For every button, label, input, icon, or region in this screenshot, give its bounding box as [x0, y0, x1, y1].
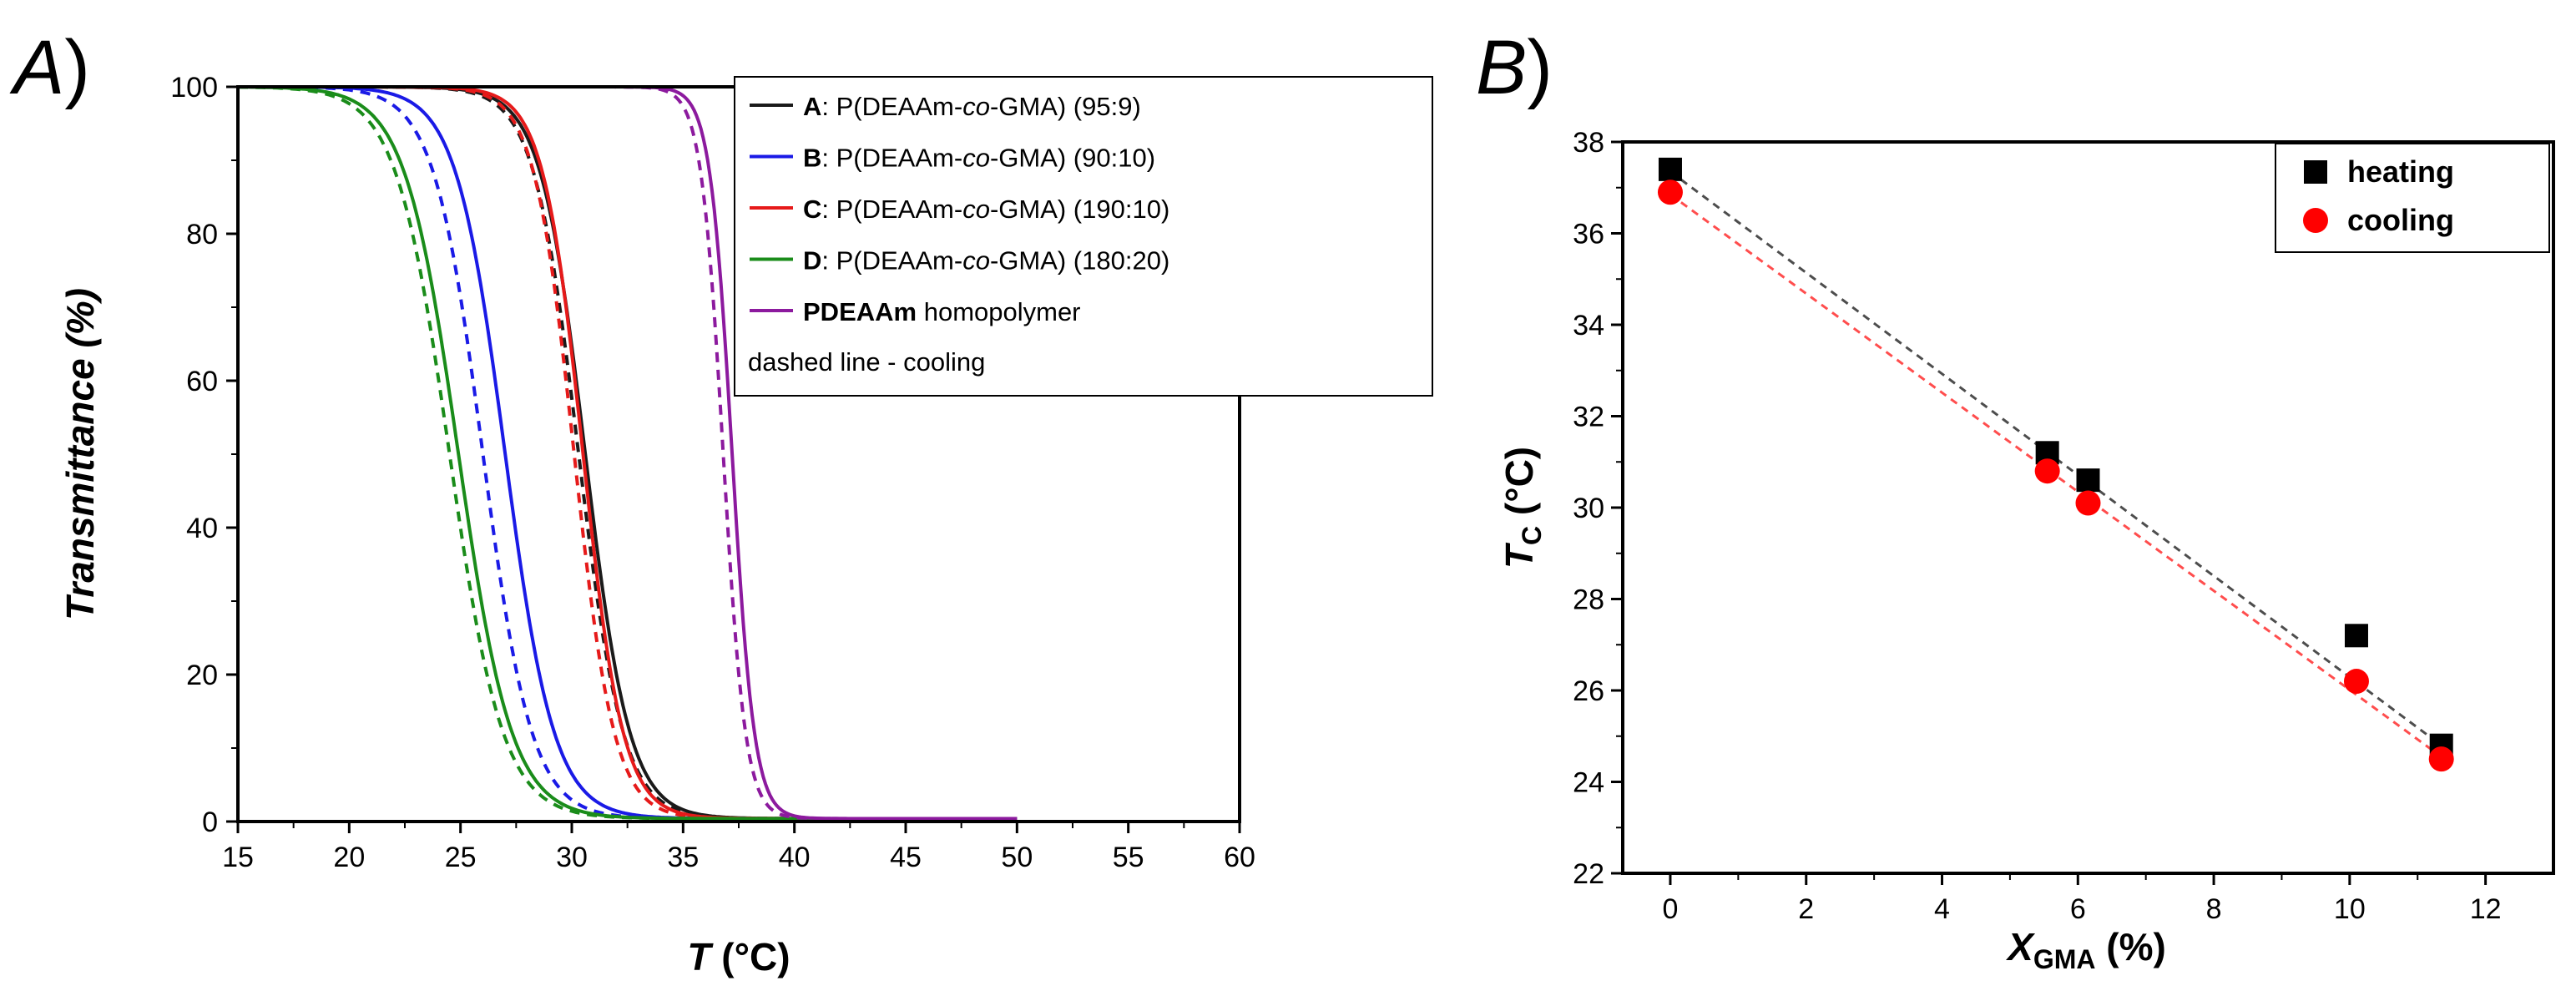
- y-tick-label: 100: [170, 72, 218, 104]
- y-tick-label: 32: [1573, 402, 1604, 433]
- y-tick-label: 28: [1573, 584, 1604, 616]
- panel-a-legend-box: [734, 76, 1433, 397]
- legend-label-heating: heating: [2347, 154, 2454, 189]
- y-tick-label: 20: [186, 660, 218, 691]
- series-b-cooling-line: [238, 85, 1018, 821]
- panel-b-plot-frame: [1621, 140, 2555, 875]
- legend-marker-heating: [2304, 160, 2327, 184]
- panel-b-label: B): [1476, 25, 1553, 110]
- panel-b-series: [1657, 157, 2454, 772]
- legend-label-a: A: P(DEAAm-co-GMA) (95:9): [803, 92, 1141, 121]
- x-tick-label: 12: [2470, 893, 2502, 925]
- legend-label-b: B: P(DEAAm-co-GMA) (90:10): [803, 144, 1155, 173]
- legend-label-c: C: P(DEAAm-co-GMA) (190:10): [803, 195, 1169, 224]
- panel-a-legend: A: P(DEAAm-co-GMA) (95:9) B: P(DEAAm-co-G…: [734, 76, 1433, 397]
- panel-a: A) 15 20 25 30 35 40 45 50 55 60 0 20 40 60 80 100 Tran…: [9, 25, 1433, 978]
- x-tick-label: 6: [2070, 893, 2086, 925]
- x-tick-label: 4: [1934, 893, 1950, 925]
- x-tick-label: 60: [1224, 842, 1255, 873]
- legend-label-d: D: P(DEAAm-co-GMA) (180:20): [803, 246, 1169, 276]
- point-cooling: [2075, 490, 2101, 516]
- y-tick-label: 40: [186, 513, 218, 544]
- y-tick-label: 30: [1573, 493, 1604, 524]
- point-cooling: [2034, 458, 2060, 484]
- legend-label-cooling: cooling: [2347, 203, 2454, 237]
- panel-b-xlabel: XGMA (%): [2005, 925, 2166, 974]
- point-heating: [2344, 624, 2368, 648]
- y-tick-label: 22: [1573, 858, 1604, 890]
- x-tick-label: 25: [445, 842, 477, 873]
- y-tick-label: 36: [1573, 219, 1604, 250]
- x-tick-label: 0: [1663, 893, 1679, 925]
- x-tick-label: 2: [1798, 893, 1814, 925]
- x-tick-label: 55: [1113, 842, 1144, 873]
- y-tick-label: 26: [1573, 675, 1604, 707]
- panel-a-ticks: 15 20 25 30 35 40 45 50 55 60 0 20 40 60 80 100: [170, 72, 1255, 873]
- panel-b-legend: heating cooling: [2275, 143, 2550, 253]
- y-tick-label: 24: [1573, 767, 1604, 799]
- point-heating: [2076, 468, 2100, 493]
- point-cooling: [2343, 669, 2369, 695]
- y-tick-label: 38: [1573, 127, 1604, 159]
- y-tick-label: 0: [202, 806, 218, 838]
- point-cooling: [2428, 746, 2454, 772]
- point-heating: [1658, 157, 1682, 181]
- panel-a-ylabel: Transmittance (%): [58, 288, 102, 620]
- x-tick-label: 15: [222, 842, 254, 873]
- x-tick-label: 40: [779, 842, 811, 873]
- panel-b-ylabel: TC (°C): [1498, 447, 1547, 569]
- x-tick-label: 8: [2206, 893, 2222, 925]
- panel-a-label: A): [9, 25, 90, 110]
- legend-marker-cooling: [2303, 208, 2328, 233]
- x-tick-label: 45: [890, 842, 922, 873]
- legend-label-pdeaam: PDEAAm homopolymer: [803, 297, 1081, 326]
- x-tick-label: 30: [556, 842, 588, 873]
- y-tick-label: 60: [186, 366, 218, 397]
- point-cooling: [1657, 180, 1683, 205]
- fit-line-cooling: [1669, 193, 2442, 758]
- x-tick-label: 50: [1001, 842, 1033, 873]
- panel-a-xlabel: T (°C): [687, 935, 790, 978]
- legend-note: dashed line - cooling: [748, 347, 985, 377]
- y-tick-label: 34: [1573, 310, 1604, 341]
- x-tick-label: 10: [2334, 893, 2366, 925]
- x-tick-label: 20: [333, 842, 365, 873]
- y-tick-label: 80: [186, 219, 218, 250]
- x-tick-label: 35: [667, 842, 699, 873]
